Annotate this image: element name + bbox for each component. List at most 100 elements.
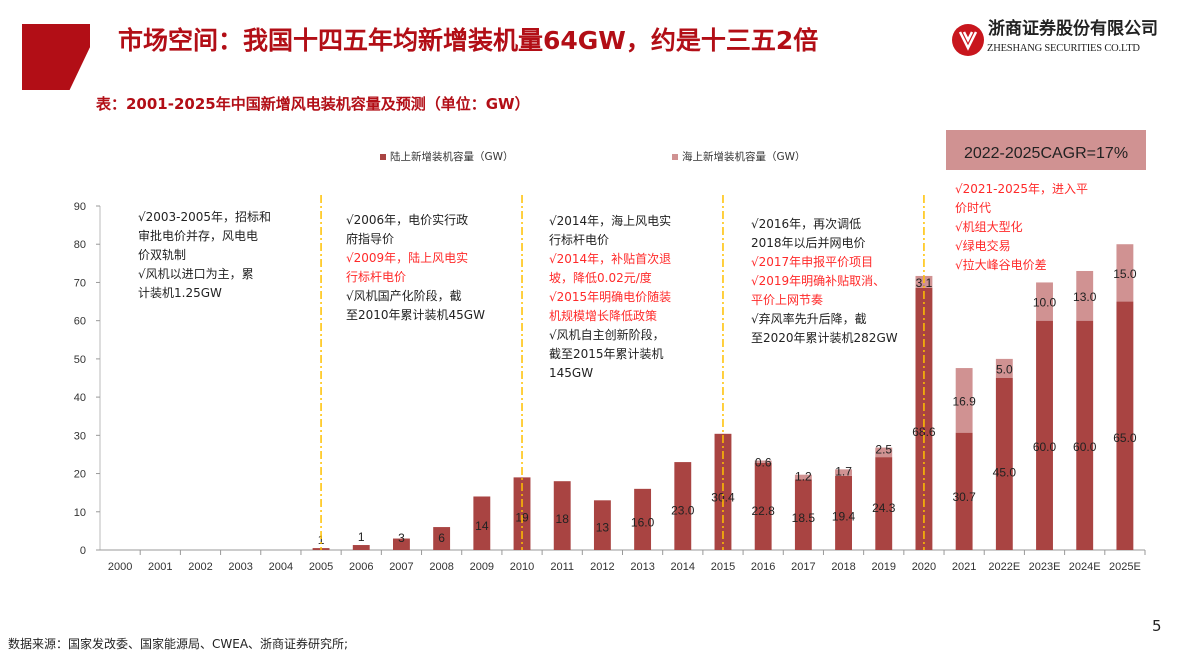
data-label: 65.0 <box>1113 431 1137 445</box>
legend-label: 海上新增装机容量（GW） <box>682 151 806 163</box>
x-tick-label: 2017 <box>791 561 815 573</box>
y-tick-label: 0 <box>80 545 86 557</box>
legend-label: 陆上新增装机容量（GW） <box>390 151 514 163</box>
annotation-line: 计装机1.25GW <box>138 286 222 300</box>
bar-onshore <box>915 287 933 550</box>
annotation-line: √2015年明确电价随装 <box>549 290 672 304</box>
y-tick-label: 60 <box>74 316 86 328</box>
chart-title: 表：2001-2025年中国新增风电装机容量及预测（单位：GW） <box>96 95 530 113</box>
annotation-line: √2003-2005年，招标和 <box>138 210 272 224</box>
y-tick-label: 80 <box>74 239 86 251</box>
bar-offshore <box>875 447 893 458</box>
zheshang-logo <box>952 24 984 56</box>
bar-offshore <box>794 474 812 480</box>
bar-onshore <box>473 496 491 550</box>
bar-offshore <box>835 469 852 476</box>
logo-company-name: 浙商证券股份有限公司 <box>988 19 1158 39</box>
data-label: 30.4 <box>711 491 735 505</box>
annotation-line: 行标杆电价 <box>549 233 610 247</box>
data-label: 19.4 <box>832 510 856 524</box>
x-tick-label: 2012 <box>590 561 614 573</box>
annotation-line: 截至2015年累计装机 <box>549 347 664 361</box>
legend-onshore: 陆上新增装机容量（GW） <box>380 150 514 164</box>
x-tick-label: 2005 <box>309 561 333 573</box>
bar-onshore <box>1076 320 1094 550</box>
data-label: 1.7 <box>835 464 852 478</box>
annotation-line: 坡，降低0.02元/度 <box>549 271 652 285</box>
data-label: 3 <box>398 531 405 545</box>
annotation-line: 审批电价并存，风电电 <box>138 229 259 243</box>
bar-onshore <box>513 477 531 550</box>
x-tick-label: 2015 <box>711 561 735 573</box>
x-tick-label: 2023E <box>1029 561 1061 573</box>
data-label: 6 <box>438 531 445 545</box>
annotation-line: √2014年，海上风电实 <box>549 214 672 228</box>
annotation-line: √2009年，陆上风电实 <box>346 251 469 265</box>
cagr-badge: 2022-2025CAGR=17% <box>946 130 1146 170</box>
y-tick-label: 90 <box>74 201 86 213</box>
bar-chart: 0 10 20 30 40 50 60 70 80 90 2000 2001 2002 2003 2004 2… <box>74 195 1146 573</box>
bar-onshore <box>352 545 370 550</box>
annotation-line: √绿电交易 <box>955 239 1011 253</box>
bar-onshore <box>433 527 451 550</box>
data-label: 5.0 <box>996 362 1013 376</box>
annotation-line: 府指导价 <box>346 232 395 246</box>
y-tick-label: 50 <box>74 354 86 366</box>
bar-onshore <box>955 432 973 550</box>
annotation-2003-2005: √2003-2005年，招标和 审批电价并存，风电电 价双轨制 √风机以进口为主，累计… <box>138 208 271 303</box>
annotation-line: √机组大型化 <box>955 220 1023 234</box>
bar-onshore <box>995 378 1013 550</box>
data-label: 14 <box>475 519 489 533</box>
x-tick-label: 2020 <box>912 561 936 573</box>
data-label: 16.0 <box>631 515 655 529</box>
legend-swatch <box>380 154 386 160</box>
bar-onshore <box>634 488 652 550</box>
x-tick-label: 2006 <box>349 561 373 573</box>
data-label: 13.0 <box>1073 290 1097 304</box>
page-number: 5 <box>1152 617 1162 635</box>
legend-swatch <box>672 154 678 160</box>
bar-offshore <box>1116 244 1134 302</box>
page-title: 市场空间：我国十四五年均新增装机量64GW，约是十三五2倍 <box>118 26 819 55</box>
annotation-line: 至2010年累计装机45GW <box>346 308 485 322</box>
data-label: 60.0 <box>1073 440 1097 454</box>
data-label: 30.7 <box>952 490 976 504</box>
x-tick-label: 2002 <box>188 561 212 573</box>
x-tick-label: 2003 <box>228 561 252 573</box>
bar-onshore <box>714 433 732 550</box>
x-tick-label: 2025E <box>1109 561 1141 573</box>
bar-onshore <box>593 500 611 550</box>
bar-onshore <box>393 538 410 550</box>
x-tick-label: 2022E <box>988 561 1020 573</box>
data-label: 1 <box>358 530 365 544</box>
annotation-line: √2014年，补贴首次退 <box>549 252 672 266</box>
legend-offshore: 海上新增装机容量（GW） <box>672 150 806 164</box>
annotation-2016-2020: √2016年，再次调低 2018年以后并网电价 √2017年申报平价项目 √2019年… <box>751 215 898 348</box>
x-tick-label: 2013 <box>630 561 654 573</box>
annotation-line: √风机国产化阶段，截 <box>346 289 462 303</box>
y-tick-label: 40 <box>74 392 86 404</box>
data-label: 23.0 <box>671 503 695 517</box>
data-label: 10.0 <box>1033 296 1057 310</box>
annotation-line: √风机自主创新阶段， <box>549 328 665 342</box>
annotation-2011-2015: √2014年，海上风电实 行标杆电价 √2014年，补贴首次退 坡，降低0.02元/度… <box>549 212 671 383</box>
data-label: 2.5 <box>875 443 892 457</box>
x-tick-label: 2021 <box>952 561 976 573</box>
y-tick-label: 70 <box>74 277 86 289</box>
y-tick-label: 20 <box>74 469 86 481</box>
x-tick-label: 2014 <box>671 561 695 573</box>
data-label: 18 <box>556 512 570 526</box>
x-tick-label: 2019 <box>872 561 896 573</box>
annotation-line: √2016年，再次调低 <box>751 217 862 231</box>
data-label: 60.0 <box>1033 440 1057 454</box>
annotation-line: 机规模增长降低政策 <box>549 309 658 323</box>
annotation-2006-2010: √2006年，电价实行政 府指导价 √2009年，陆上风电实 行标杆电价 √风机国产化阶… <box>346 211 485 325</box>
bar-offshore <box>995 358 1013 378</box>
x-tick-label: 2024E <box>1069 561 1101 573</box>
bar-onshore <box>553 481 571 550</box>
data-label: 18.5 <box>792 511 816 525</box>
annotation-line: 价双轨制 <box>138 248 187 262</box>
annotation-line: 价时代 <box>955 201 992 215</box>
bar-onshore <box>1036 320 1053 550</box>
data-label: 1 <box>318 533 325 547</box>
